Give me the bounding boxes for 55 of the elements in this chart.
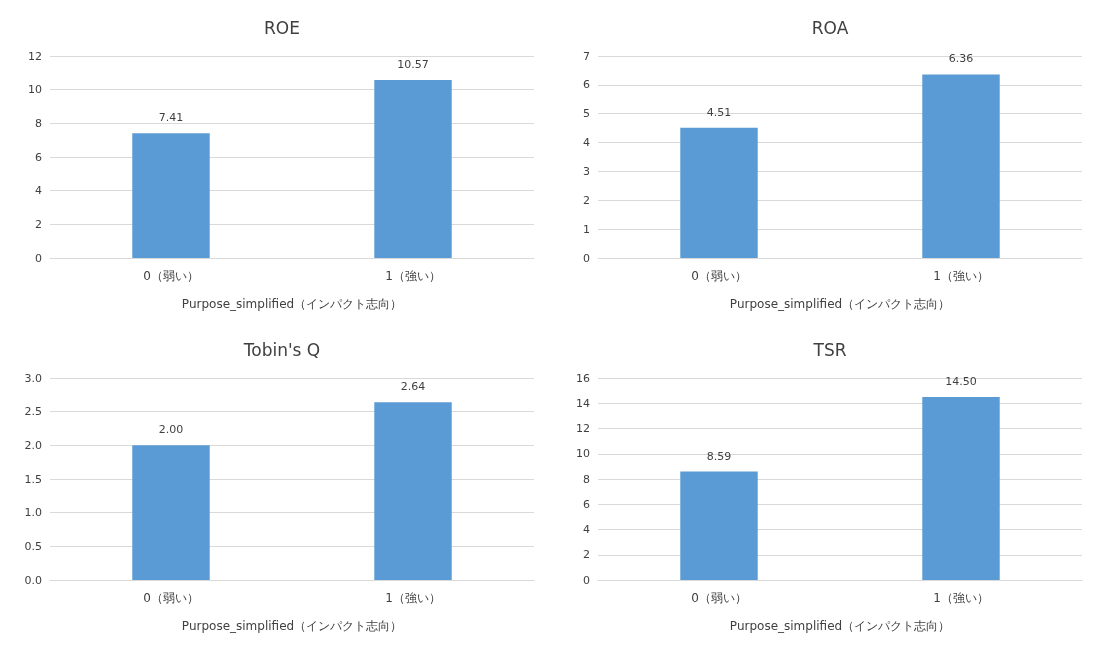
y-tick-label: 5: [583, 107, 590, 121]
x-tick-label: 1（強い）: [933, 269, 989, 283]
y-tick-label: 2.5: [24, 405, 42, 419]
y-tick-label: 14: [576, 396, 590, 410]
y-tick-label: 4: [583, 136, 590, 150]
y-tick-label: 1.5: [24, 472, 42, 486]
x-axis-title: Purpose_simplified（インパクト志向）: [181, 297, 403, 311]
y-tick-label: 6: [35, 150, 42, 164]
y-tick-label: 2: [35, 217, 42, 231]
x-tick-label: 1（強い）: [385, 591, 441, 605]
y-tick-label: 2: [583, 548, 590, 562]
y-tick-label: 4: [35, 184, 42, 198]
x-axis-title: Purpose_simplified（インパクト志向）: [729, 619, 951, 633]
x-tick-label: 0（弱い）: [143, 269, 199, 283]
x-tick-label: 1（強い）: [933, 591, 989, 605]
y-tick-label: 12: [28, 49, 42, 63]
x-axis-title: Purpose_simplified（インパクト志向）: [729, 297, 951, 311]
data-label: 14.50: [945, 374, 977, 388]
x-tick-label: 0（弱い）: [691, 269, 747, 283]
y-tick-label: 6: [583, 78, 590, 92]
y-tick-label: 0.0: [24, 573, 42, 587]
x-tick-label: 0（弱い）: [143, 591, 199, 605]
chart-title: ROA: [811, 17, 849, 38]
y-tick-label: 3.0: [24, 371, 42, 385]
data-label: 6.36: [948, 52, 974, 66]
y-tick-label: 10: [28, 83, 42, 97]
chart-title: TSR: [812, 339, 847, 360]
data-label: 2.00: [158, 423, 184, 437]
x-tick-label: 0（弱い）: [691, 591, 747, 605]
data-label: 2.64: [400, 380, 426, 394]
y-tick-label: 12: [576, 422, 590, 435]
data-label: 4.51: [706, 105, 732, 119]
chart-title: ROE: [264, 17, 300, 38]
x-tick-label: 1（強い）: [385, 269, 441, 283]
y-tick-label: 4: [583, 523, 590, 536]
y-tick-label: 1: [583, 222, 590, 236]
y-tick-label: 16: [576, 371, 590, 385]
y-tick-label: 8: [35, 116, 42, 130]
y-tick-label: 0.5: [24, 539, 42, 553]
y-tick-label: 8: [583, 472, 590, 486]
y-tick-label: 10: [576, 447, 590, 461]
y-tick-label: 7: [583, 49, 590, 63]
y-tick-label: 6: [583, 497, 590, 511]
y-tick-label: 2.0: [24, 438, 42, 452]
y-tick-label: 1.0: [24, 506, 42, 520]
y-tick-label: 0: [35, 251, 42, 265]
x-axis-title: Purpose_simplified（インパクト志向）: [181, 619, 403, 633]
y-tick-label: 3: [583, 164, 590, 178]
y-tick-label: 2: [583, 193, 590, 207]
chart-title: Tobin's Q: [242, 339, 321, 360]
y-tick-label: 0: [583, 251, 590, 265]
data-label: 8.59: [706, 449, 732, 463]
data-label: 10.57: [397, 58, 429, 72]
y-tick-label: 0: [583, 573, 590, 587]
data-label: 7.41: [158, 111, 184, 125]
